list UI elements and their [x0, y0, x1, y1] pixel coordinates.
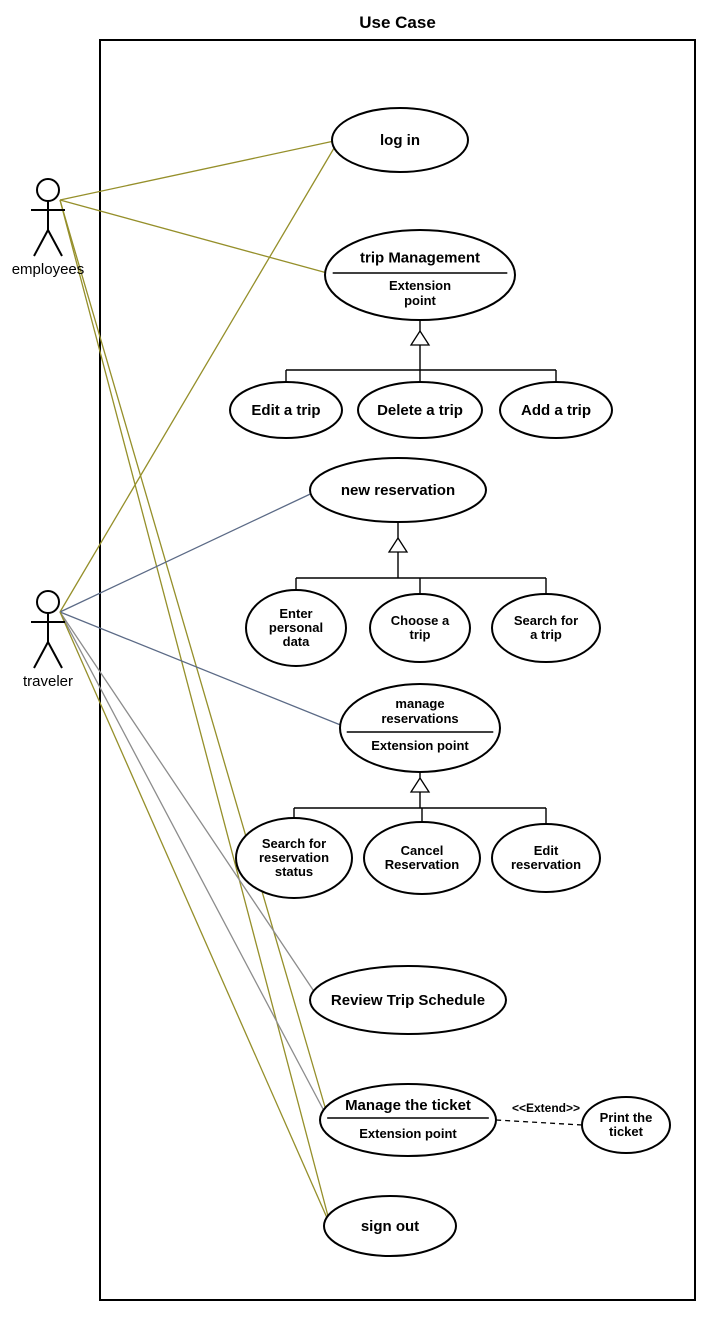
extension-point-label: Extension: [389, 278, 451, 293]
usecase-label: trip Management: [360, 249, 480, 266]
generalization-arrowhead: [411, 778, 429, 792]
usecase-searchtrip: Search fora trip: [492, 594, 600, 662]
usecase-label: Edit: [534, 843, 559, 858]
usecase-label: Search for: [514, 613, 578, 628]
generalization-arrowhead: [389, 538, 407, 552]
association-line: [60, 612, 320, 1000]
usecase-login: log in: [332, 108, 468, 172]
actor-label: traveler: [23, 673, 73, 690]
usecase-label: reservation: [511, 857, 581, 872]
diagram-title: Use Case: [359, 13, 436, 32]
usecase-label: data: [283, 634, 311, 649]
usecase-label: Choose a: [391, 613, 450, 628]
usecase-label: Add a trip: [521, 402, 591, 419]
usecase-label: Edit a trip: [251, 402, 320, 419]
usecase-newres: new reservation: [310, 458, 486, 522]
extension-point-label: Extension point: [359, 1126, 457, 1141]
actor-label: employees: [12, 261, 85, 278]
usecase-review: Review Trip Schedule: [310, 966, 506, 1034]
usecase-label: trip: [410, 627, 431, 642]
usecase-manageticket: Manage the ticket Extension point: [320, 1084, 496, 1156]
extend-line: [496, 1120, 582, 1125]
usecase-label: manage: [395, 696, 444, 711]
usecase-addtrip: Add a trip: [500, 382, 612, 438]
usecase-label: Manage the ticket: [345, 1097, 471, 1114]
usecase-searchstatus: Search forreservationstatus: [236, 818, 352, 898]
usecase-label: Search for: [262, 836, 326, 851]
extension-point-label: Extension point: [371, 738, 469, 753]
usecase-label: Print the: [600, 1110, 653, 1125]
usecase-label: Review Trip Schedule: [331, 992, 485, 1009]
usecase-label: new reservation: [341, 482, 455, 499]
use-case-diagram: Use Case <<Extend>> employees traveler log i…: [0, 0, 720, 1334]
usecase-manageres: managereservations Extension point: [340, 684, 500, 772]
usecase-edittrip: Edit a trip: [230, 382, 342, 438]
extension-point-label: point: [404, 293, 436, 308]
usecase-deletetrip: Delete a trip: [358, 382, 482, 438]
usecase-enterdata: Enterpersonaldata: [246, 590, 346, 666]
usecase-editres: Editreservation: [492, 824, 600, 892]
usecase-label: sign out: [361, 1218, 419, 1235]
usecase-label: Reservation: [385, 857, 459, 872]
usecase-label: a trip: [530, 627, 562, 642]
usecase-label: Delete a trip: [377, 402, 463, 419]
usecase-label: log in: [380, 132, 420, 149]
usecase-tripmgmt: trip Management Extensionpoint: [325, 230, 515, 320]
extend-label: <<Extend>>: [512, 1101, 580, 1115]
usecase-label: reservations: [381, 711, 458, 726]
usecase-cancelres: CancelReservation: [364, 822, 480, 894]
usecase-label: Enter: [279, 606, 312, 621]
usecase-printticket: Print theticket: [582, 1097, 670, 1153]
actor-employees: employees: [12, 179, 85, 278]
generalization-arrowhead: [411, 331, 429, 345]
association-line: [60, 140, 339, 200]
usecase-label: reservation: [259, 850, 329, 865]
association-line: [60, 200, 335, 275]
usecase-label: status: [275, 864, 313, 879]
actor-traveler: traveler: [23, 591, 73, 690]
usecase-label: personal: [269, 620, 323, 635]
usecase-label: Cancel: [401, 843, 444, 858]
usecase-label: ticket: [609, 1124, 644, 1139]
usecase-choosetrip: Choose atrip: [370, 594, 470, 662]
usecase-signout: sign out: [324, 1196, 456, 1256]
